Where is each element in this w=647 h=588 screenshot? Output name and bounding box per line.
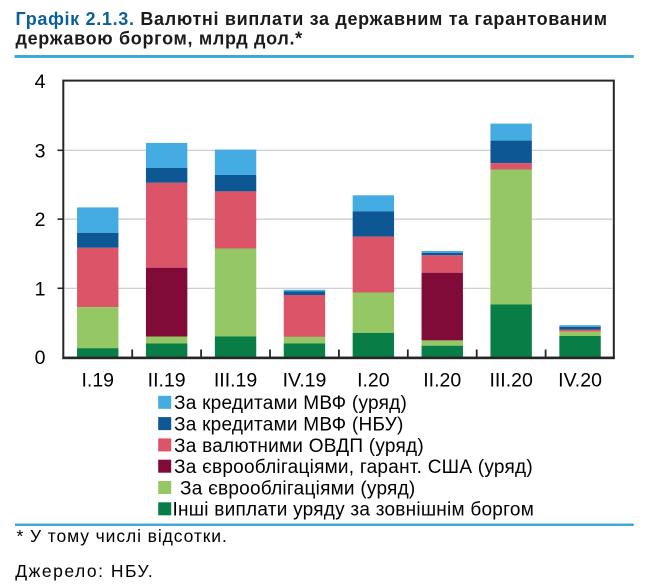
svg-text:За кредитами МВФ (уряд): За кредитами МВФ (уряд) (174, 393, 407, 414)
svg-text:Інші виплати уряду за зовнішні: Інші виплати уряду за зовнішнім боргом (173, 500, 535, 521)
svg-text:За єврооблігаціями (уряд): За єврооблігаціями (уряд) (180, 478, 416, 499)
svg-text:* У тому числі відсотки.: * У тому числі відсотки. (17, 526, 228, 546)
svg-text:За валютними ОВДП (уряд): За валютними ОВДП (уряд) (174, 436, 424, 457)
svg-text:1: 1 (35, 278, 46, 300)
svg-text:2: 2 (35, 209, 46, 231)
svg-text:ІІ.20: ІІ.20 (423, 369, 461, 391)
svg-text:І.20: І.20 (357, 369, 390, 391)
svg-text:4: 4 (35, 71, 46, 93)
svg-text:ІІІ.20: ІІІ.20 (489, 369, 533, 391)
svg-text:За єврооблігаціями, гарант. С: За єврооблігаціями, гарант. США (уряд) (174, 457, 533, 478)
svg-text:ІІІ.19: ІІІ.19 (214, 369, 257, 391)
svg-text:0: 0 (35, 347, 46, 369)
svg-text:За кредитами МВФ (НБУ): За кредитами МВФ (НБУ) (174, 415, 404, 436)
svg-text:І.19: І.19 (81, 369, 114, 391)
svg-text:Джерело: НБУ.: Джерело: НБУ. (15, 561, 154, 581)
svg-text:ІV.19: ІV.19 (283, 369, 327, 391)
svg-text:державою боргом, млрд дол.*: державою боргом, млрд дол.* (16, 29, 303, 49)
svg-text:ІІ.19: ІІ.19 (148, 369, 186, 391)
svg-text:ІV.20: ІV.20 (558, 369, 602, 391)
svg-text:3: 3 (35, 140, 46, 162)
svg-text:Графік 2.1.3. Валютні виплати: Графік 2.1.3. Валютні виплати за державн… (16, 9, 608, 29)
